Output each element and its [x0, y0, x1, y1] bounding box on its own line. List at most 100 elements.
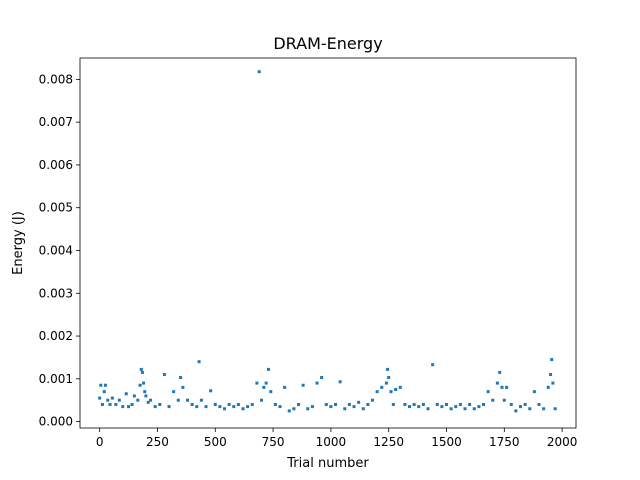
data-point	[500, 385, 504, 389]
data-point	[398, 385, 402, 389]
data-point	[227, 402, 231, 406]
data-point	[143, 390, 147, 394]
x-axis-label: Trial number	[286, 456, 369, 471]
data-point	[301, 383, 305, 387]
data-point	[463, 407, 467, 411]
data-point	[199, 398, 203, 402]
data-point	[98, 396, 102, 400]
data-point	[431, 363, 435, 367]
data-point	[273, 402, 277, 406]
x-tick-label: 0	[96, 435, 104, 449]
data-point	[146, 400, 150, 404]
data-point	[250, 402, 254, 406]
data-point	[310, 405, 314, 409]
data-point	[537, 402, 541, 406]
data-point	[114, 402, 118, 406]
data-point	[136, 398, 140, 402]
data-point	[103, 383, 107, 387]
data-point	[495, 381, 499, 385]
y-axis-label: Energy (J)	[11, 211, 26, 275]
data-point	[144, 394, 148, 398]
data-point	[260, 398, 264, 402]
data-point	[449, 407, 453, 411]
data-point	[266, 367, 270, 371]
plot-frame	[79, 57, 577, 429]
data-point	[387, 376, 391, 380]
data-point	[334, 402, 338, 406]
data-point	[366, 402, 370, 406]
data-point	[172, 390, 176, 394]
data-point	[532, 390, 536, 394]
data-point	[347, 402, 351, 406]
data-point	[386, 367, 390, 371]
data-point	[440, 405, 444, 409]
y-tick-label: 0.006	[39, 158, 73, 172]
data-point	[283, 385, 287, 389]
data-point	[117, 398, 121, 402]
data-point	[528, 407, 532, 411]
data-point	[338, 380, 342, 384]
x-axis-ticks: 0 250 500 750 1000 1250 1500 1750 2000	[96, 428, 578, 449]
data-point	[477, 405, 481, 409]
data-point	[384, 381, 388, 385]
data-point	[375, 390, 379, 394]
data-point	[130, 402, 134, 406]
data-point	[417, 405, 421, 409]
x-tick-label: 1000	[316, 435, 347, 449]
data-point	[553, 407, 557, 411]
x-tick-label: 1250	[373, 435, 404, 449]
data-point	[262, 385, 266, 389]
data-point	[509, 402, 513, 406]
data-point	[292, 407, 296, 411]
data-point	[153, 405, 157, 409]
data-point	[408, 405, 412, 409]
x-tick-label: 2000	[547, 435, 578, 449]
data-point	[491, 398, 495, 402]
y-tick-label: 0.001	[39, 372, 73, 386]
data-point	[100, 402, 104, 406]
data-point	[124, 392, 128, 396]
data-point	[297, 402, 301, 406]
data-point	[176, 398, 180, 402]
data-point	[505, 385, 509, 389]
data-point	[498, 370, 502, 374]
data-point	[472, 407, 476, 411]
y-tick-label: 0.002	[39, 329, 73, 343]
data-point	[149, 398, 153, 402]
data-point	[519, 405, 523, 409]
y-tick-label: 0.003	[39, 286, 73, 300]
data-point	[213, 402, 217, 406]
scatter-points	[98, 70, 557, 413]
data-point	[197, 360, 201, 364]
data-point	[121, 405, 125, 409]
data-point	[278, 405, 282, 409]
data-point	[389, 390, 393, 394]
data-point	[445, 402, 449, 406]
data-point	[324, 402, 328, 406]
data-point	[523, 402, 527, 406]
data-point	[435, 402, 439, 406]
data-point	[454, 405, 458, 409]
y-tick-label: 0.004	[39, 243, 73, 257]
data-point	[204, 405, 208, 409]
x-tick-label: 250	[146, 435, 169, 449]
data-point	[329, 405, 333, 409]
data-point	[139, 367, 143, 371]
data-point	[132, 394, 136, 398]
data-point	[542, 407, 546, 411]
data-point	[108, 402, 112, 406]
data-point	[162, 373, 166, 377]
data-point	[482, 402, 486, 406]
data-point	[468, 402, 472, 406]
y-axis-ticks: 0.000 0.001 0.002 0.003 0.004 0.005 0.006 0.007…	[39, 72, 80, 429]
y-tick-label: 0.005	[39, 201, 73, 215]
data-point	[514, 409, 518, 413]
data-point	[269, 390, 273, 394]
y-tick-label: 0.007	[39, 115, 73, 129]
data-point	[394, 388, 398, 392]
data-point	[549, 373, 553, 377]
data-point	[241, 407, 245, 411]
data-point	[320, 376, 324, 380]
data-point	[551, 381, 555, 385]
